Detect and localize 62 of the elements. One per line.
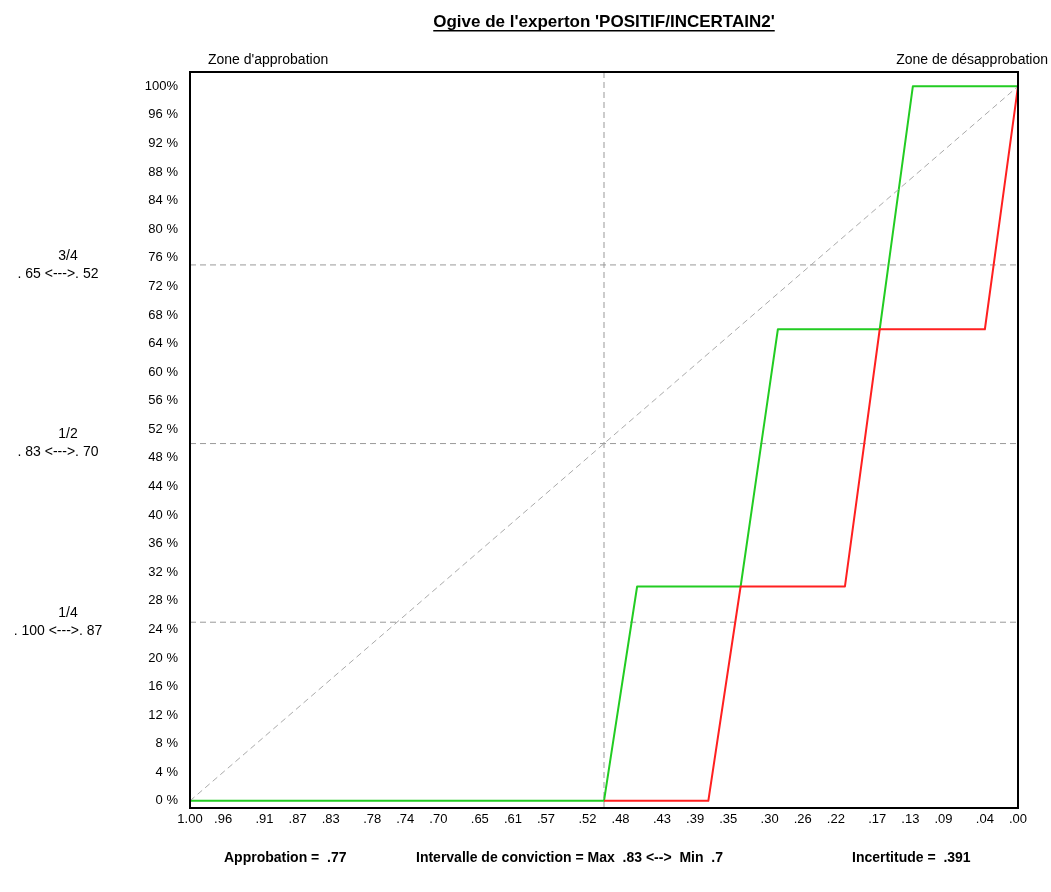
text: 3/4 bbox=[58, 246, 78, 263]
text: Incertitude = .391 bbox=[852, 849, 971, 865]
x-tick-label: .74 bbox=[396, 811, 415, 827]
x-tick-label: .70 bbox=[429, 811, 448, 827]
x-tick-label: .09 bbox=[934, 811, 953, 827]
y-tick-label: 76 % bbox=[148, 249, 179, 265]
y-tick-label: 36 % bbox=[148, 535, 179, 551]
x-tick-label: .96 bbox=[214, 811, 233, 827]
text: Approbation = .77 bbox=[224, 849, 347, 865]
y-tick-label: 56 % bbox=[148, 392, 179, 408]
x-tick-label: .48 bbox=[611, 811, 630, 827]
x-tick-label: .65 bbox=[470, 811, 489, 827]
y-tick-label: 20 % bbox=[148, 649, 179, 665]
text: Zone d'approbation bbox=[208, 50, 329, 67]
x-tick-label: .61 bbox=[503, 811, 522, 827]
x-tick-label: .78 bbox=[363, 811, 382, 827]
text: . 65 <--->. 52 bbox=[17, 264, 99, 281]
y-tick-label: 8 % bbox=[155, 735, 179, 751]
y-tick-label: 32 % bbox=[148, 563, 179, 579]
x-tick-label: .39 bbox=[686, 811, 705, 827]
x-tick-label: .83 bbox=[321, 811, 340, 827]
text: Intervalle de conviction = Max .83 <--> Min .7 bbox=[416, 849, 724, 865]
x-tick-label: .87 bbox=[288, 811, 307, 827]
x-tick-label: .91 bbox=[255, 811, 274, 827]
y-tick-label: 64 % bbox=[148, 335, 179, 351]
y-tick-label: 24 % bbox=[148, 620, 179, 636]
x-tick-label: .26 bbox=[793, 811, 812, 827]
x-tick-label: .30 bbox=[760, 811, 779, 827]
x-tick-label: .17 bbox=[868, 811, 887, 827]
text: Zone de désapprobation bbox=[896, 50, 1048, 67]
y-tick-label: 4 % bbox=[155, 763, 179, 779]
y-tick-label: 72 % bbox=[148, 277, 179, 293]
y-tick-label: 16 % bbox=[148, 678, 179, 694]
text: 1/2 bbox=[58, 425, 78, 442]
y-tick-label: 40 % bbox=[148, 506, 179, 522]
y-tick-label: 68 % bbox=[148, 306, 179, 322]
y-tick-label: 96 % bbox=[148, 106, 179, 122]
y-tick-label: 80 % bbox=[148, 220, 179, 236]
y-tick-label: 60 % bbox=[148, 363, 179, 379]
y-tick-label: 28 % bbox=[148, 592, 179, 608]
x-tick-label: .52 bbox=[578, 811, 597, 827]
x-tick-label: .00 bbox=[1008, 811, 1028, 827]
x-tick-label: .35 bbox=[719, 811, 738, 827]
x-tick-label: .57 bbox=[537, 811, 556, 827]
y-tick-label: 52 % bbox=[148, 420, 179, 436]
text: . 83 <--->. 70 bbox=[17, 443, 99, 460]
y-tick-label: 44 % bbox=[148, 478, 179, 494]
y-tick-label: 88 % bbox=[148, 163, 179, 179]
chart-title: Ogive de l'experton 'POSITIF/INCERTAIN2' bbox=[433, 12, 775, 31]
text: . 100 <--->. 87 bbox=[13, 622, 103, 639]
x-tick-label: .22 bbox=[826, 811, 845, 827]
x-tick-label: .43 bbox=[652, 811, 671, 827]
x-tick-label: .13 bbox=[901, 811, 920, 827]
y-tick-label: 12 % bbox=[148, 706, 179, 722]
x-tick-label: .04 bbox=[975, 811, 994, 827]
y-tick-label: 0 % bbox=[155, 792, 179, 808]
y-tick-label: 48 % bbox=[148, 449, 179, 465]
y-tick-label: 100% bbox=[144, 77, 179, 93]
y-tick-label: 84 % bbox=[148, 192, 179, 208]
x-tick-label: 1.00 bbox=[177, 811, 203, 827]
text: 1/4 bbox=[58, 604, 78, 621]
y-tick-label: 92 % bbox=[148, 135, 179, 151]
